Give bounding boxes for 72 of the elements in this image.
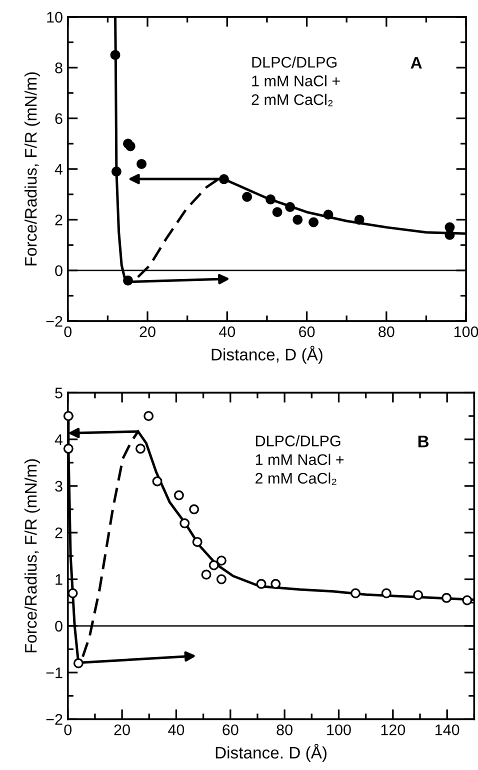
point bbox=[270, 578, 281, 589]
y-tick-label: 4 bbox=[54, 434, 63, 445]
y-tick-label: 3 bbox=[55, 480, 62, 492]
x-tick-label: 20 bbox=[114, 724, 130, 736]
point bbox=[272, 207, 282, 218]
y-tick-label: −2 bbox=[46, 714, 62, 725]
y-tick-label: 5 bbox=[55, 388, 62, 398]
point bbox=[266, 194, 276, 204]
point bbox=[308, 217, 319, 228]
point bbox=[285, 202, 296, 212]
y-axis-title: Force/Radius, F/R (mN/m) bbox=[24, 459, 40, 652]
point bbox=[123, 276, 133, 286]
x-tick-label: 100 bbox=[454, 326, 478, 338]
point bbox=[189, 504, 200, 514]
point bbox=[444, 230, 455, 240]
y-tick-label: 0 bbox=[55, 265, 62, 276]
annotation: DLPC/DLPG 1 mM NaCl + 2 mM CaCl₂ bbox=[252, 56, 340, 106]
annotation: A bbox=[410, 57, 422, 69]
point bbox=[125, 141, 136, 152]
x-tick-label: 120 bbox=[381, 724, 406, 736]
x-tick-label: 40 bbox=[168, 724, 184, 736]
point bbox=[192, 536, 202, 547]
y-tick-label: 10 bbox=[47, 12, 62, 23]
point bbox=[136, 158, 147, 169]
y-tick-label: 0 bbox=[55, 620, 62, 632]
point bbox=[216, 556, 226, 566]
point bbox=[292, 214, 303, 225]
x-tick-label: 0 bbox=[64, 326, 72, 338]
point bbox=[216, 574, 226, 584]
x-tick-label: 80 bbox=[378, 326, 394, 338]
point bbox=[174, 490, 184, 500]
x-tick-label: 40 bbox=[219, 326, 236, 338]
point bbox=[208, 560, 219, 570]
x-tick-label: 60 bbox=[299, 326, 315, 338]
point bbox=[354, 214, 364, 225]
y-tick-label: 2 bbox=[55, 527, 62, 538]
point bbox=[442, 592, 452, 603]
point bbox=[323, 210, 334, 220]
x-axis-title: Distance. D (Å) bbox=[216, 744, 326, 762]
point bbox=[381, 588, 392, 598]
point bbox=[110, 50, 120, 60]
x-tick-label: 20 bbox=[140, 326, 156, 338]
point bbox=[413, 590, 424, 600]
point bbox=[218, 174, 229, 184]
point bbox=[144, 411, 154, 422]
y-tick-label: 1 bbox=[56, 574, 62, 585]
point bbox=[63, 444, 74, 454]
point bbox=[180, 518, 190, 528]
x-tick-label: 0 bbox=[64, 724, 72, 736]
point bbox=[256, 578, 266, 589]
point bbox=[111, 166, 122, 177]
y-tick-label: 8 bbox=[55, 62, 62, 74]
x-tick-label: 100 bbox=[327, 724, 351, 736]
point bbox=[73, 658, 84, 668]
y-tick-label: −2 bbox=[46, 316, 62, 327]
point bbox=[201, 570, 212, 580]
y-axis-title: Force/Radius, F/R (mN/m) bbox=[24, 72, 40, 266]
y-tick-label: 4 bbox=[54, 164, 63, 175]
point bbox=[350, 588, 361, 598]
x-tick-label: 80 bbox=[276, 724, 292, 736]
point bbox=[152, 476, 162, 486]
point bbox=[68, 588, 78, 598]
point bbox=[135, 444, 146, 454]
y-tick-label: −1 bbox=[46, 668, 62, 678]
x-tick-label: 60 bbox=[222, 724, 238, 736]
x-tick-label: 140 bbox=[436, 724, 460, 736]
point bbox=[242, 192, 252, 202]
annotation: B bbox=[418, 436, 429, 448]
x-axis-title: Distance, D (Å) bbox=[212, 346, 322, 364]
y-tick-label: 6 bbox=[55, 113, 62, 124]
y-tick-label: 2 bbox=[55, 214, 62, 226]
annotation: DLPC/DLPG 1 mM NaCl + 2 mM CaCl₂ bbox=[256, 435, 344, 485]
